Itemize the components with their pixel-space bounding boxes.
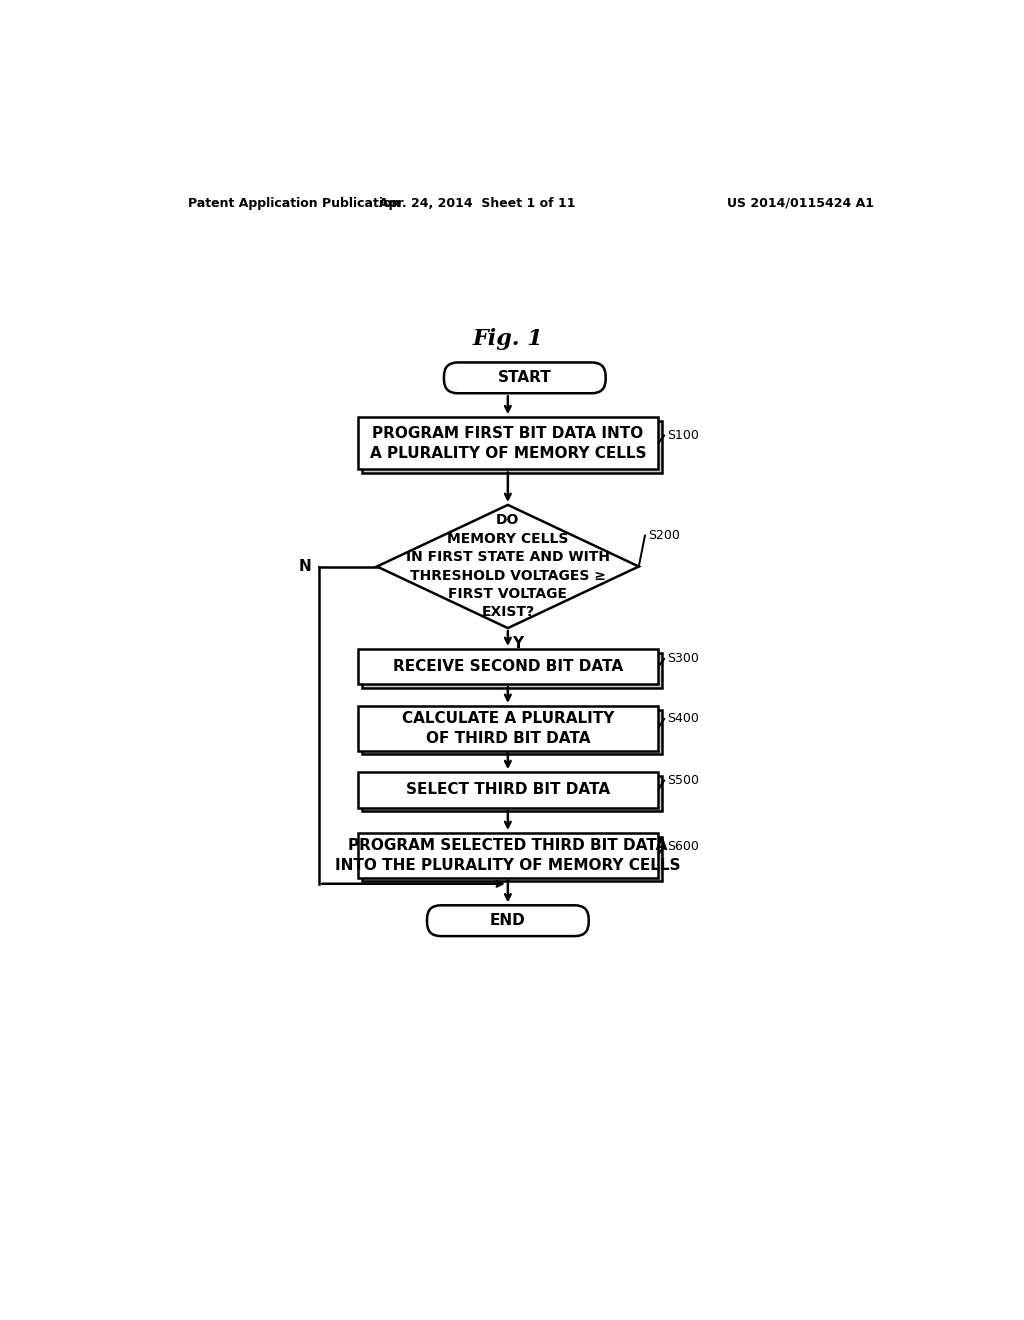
Bar	[357, 772, 658, 808]
FancyBboxPatch shape	[444, 363, 605, 393]
Text: END: END	[490, 913, 525, 928]
Text: CALCULATE A PLURALITY
OF THIRD BIT DATA: CALCULATE A PLURALITY OF THIRD BIT DATA	[401, 710, 614, 746]
Text: PROGRAM SELECTED THIRD BIT DATA
INTO THE PLURALITY OF MEMORY CELLS: PROGRAM SELECTED THIRD BIT DATA INTO THE…	[335, 838, 681, 873]
Bar	[361, 421, 662, 474]
Text: Fig. 1: Fig. 1	[472, 329, 544, 350]
Bar	[361, 776, 662, 812]
Bar	[357, 833, 658, 878]
Text: S600: S600	[668, 840, 699, 853]
Text: S200: S200	[648, 529, 680, 543]
Text: S100: S100	[668, 429, 699, 442]
Bar	[357, 417, 658, 470]
Polygon shape	[377, 506, 639, 628]
Text: Patent Application Publication: Patent Application Publication	[188, 197, 400, 210]
Text: START: START	[498, 371, 552, 385]
Text: N: N	[299, 558, 311, 574]
Bar	[357, 706, 658, 751]
Text: SELECT THIRD BIT DATA: SELECT THIRD BIT DATA	[406, 783, 610, 797]
Text: PROGRAM FIRST BIT DATA INTO
A PLURALITY OF MEMORY CELLS: PROGRAM FIRST BIT DATA INTO A PLURALITY …	[370, 426, 646, 461]
Text: S400: S400	[668, 713, 699, 726]
Bar	[361, 653, 662, 688]
Text: US 2014/0115424 A1: US 2014/0115424 A1	[727, 197, 873, 210]
Text: Apr. 24, 2014  Sheet 1 of 11: Apr. 24, 2014 Sheet 1 of 11	[379, 197, 575, 210]
Bar	[361, 837, 662, 882]
Bar	[357, 649, 658, 684]
Text: S300: S300	[668, 652, 699, 665]
Text: RECEIVE SECOND BIT DATA: RECEIVE SECOND BIT DATA	[393, 659, 623, 675]
Bar	[361, 710, 662, 755]
Text: Y: Y	[512, 636, 523, 651]
FancyBboxPatch shape	[427, 906, 589, 936]
Text: S500: S500	[668, 774, 699, 787]
Text: DO
MEMORY CELLS
IN FIRST STATE AND WITH
THRESHOLD VOLTAGES ≥
FIRST VOLTAGE
EXIST: DO MEMORY CELLS IN FIRST STATE AND WITH …	[406, 513, 610, 619]
